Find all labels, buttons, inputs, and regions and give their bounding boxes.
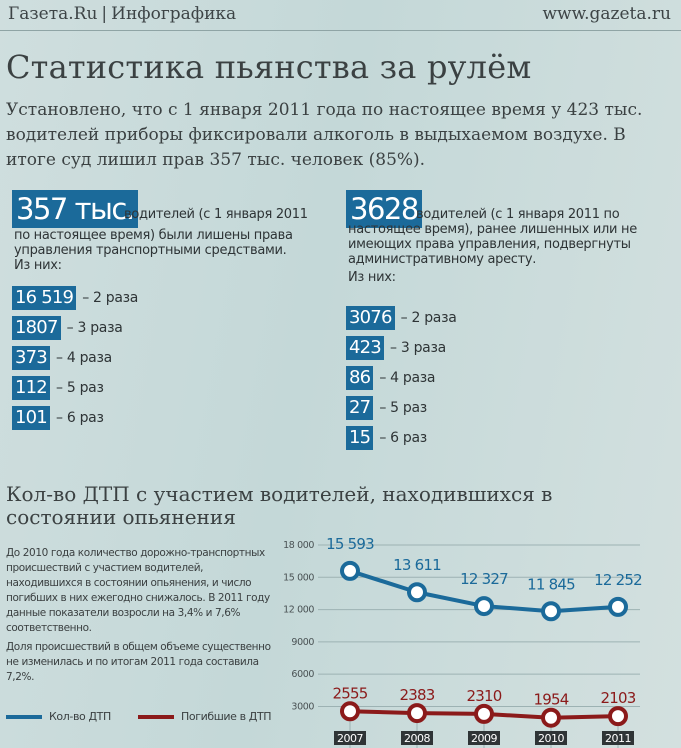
left-item: 112 – 5 раз	[12, 376, 104, 400]
left-item-label: – 6 раз	[55, 410, 104, 426]
x-tick-label: 2010	[538, 732, 564, 745]
data-label: 12 327	[460, 570, 508, 588]
data-point	[474, 596, 494, 617]
intro-text: Установлено, что с 1 января 2011 года по…	[6, 100, 643, 170]
x-tick-box	[602, 731, 634, 745]
left-item-label: – 2 раза	[82, 290, 139, 306]
data-point	[541, 707, 561, 728]
right-item: 3076 – 2 раза	[346, 306, 457, 330]
left-item-label: – 3 раза	[66, 320, 123, 336]
data-point	[340, 560, 360, 581]
legend-label-accidents: Кол-во ДТП	[49, 710, 111, 723]
right-item-label: – 2 раза	[400, 310, 457, 326]
data-label: 2383	[400, 686, 435, 704]
left-item: 101 – 6 раз	[12, 406, 104, 430]
chart-note-1: До 2010 года количество дорожно-транспор…	[6, 547, 270, 634]
left-item-label: – 5 раз	[55, 380, 104, 396]
right-big-value: 3628	[346, 190, 422, 228]
right-item-label: – 6 раз	[379, 430, 427, 446]
right-desc-line-2: настоящее время), ранее лишенных или не	[348, 222, 637, 237]
data-point	[541, 601, 561, 622]
y-tick-label: 9000	[291, 637, 314, 648]
right-item-label: – 4 раза	[379, 370, 436, 386]
right-item: 27 – 5 раз	[346, 396, 427, 420]
right-item: 86 – 4 раза	[346, 366, 436, 390]
left-item-value: 373	[12, 346, 50, 370]
right-item-value: 423	[346, 336, 384, 360]
data-label: 11 845	[527, 575, 575, 593]
left-item-value: 101	[12, 406, 50, 430]
data-point	[474, 703, 494, 724]
left-big-number: 357 тыс.	[12, 190, 138, 228]
legend-item-deaths: Погибшие в ДТП	[138, 710, 272, 723]
page-title: Статистика пьянства за рулём	[6, 48, 532, 86]
right-desc-line-4: административному аресту.	[348, 252, 537, 267]
legend-label-deaths: Погибшие в ДТП	[181, 710, 272, 723]
left-desc-line-1: водителей (с 1 января 2011	[124, 207, 308, 222]
header-divider	[0, 30, 681, 31]
data-label: 13 611	[393, 556, 441, 574]
right-desc: настоящее время), ранее лишенных или не …	[348, 222, 668, 285]
y-tick-label: 12 000	[283, 605, 314, 616]
data-point	[608, 596, 628, 617]
data-label: 2555	[333, 684, 368, 702]
x-tick-label: 2009	[471, 732, 497, 745]
left-of-them: Из них:	[14, 258, 62, 273]
y-tick-label: 18 000	[283, 540, 314, 551]
left-item-label: – 4 раза	[55, 350, 112, 366]
x-tick-box	[401, 731, 433, 745]
data-label: 15 593	[326, 535, 374, 553]
x-tick-label: 2011	[605, 732, 631, 745]
right-item-label: – 5 раз	[379, 400, 427, 416]
left-desc-line-3: управления транспортными средствами.	[14, 243, 287, 258]
brand-name: Газета.Ru	[8, 4, 98, 24]
left-item-value: 16 519	[12, 286, 77, 310]
x-tick-box	[334, 731, 366, 745]
data-point	[340, 701, 360, 722]
left-desc: по настоящее время) были лишены права уп…	[14, 228, 314, 273]
left-item: 1807 – 3 раза	[12, 316, 123, 340]
right-item-value: 86	[346, 366, 374, 390]
x-tick-label: 2008	[404, 732, 430, 745]
brand-section: Инфографика	[111, 4, 237, 24]
data-point	[407, 582, 427, 603]
right-item-value: 15	[346, 426, 374, 450]
x-tick-box	[535, 731, 567, 745]
legend-item-accidents: Кол-во ДТП	[6, 710, 111, 723]
site-url[interactable]: www.gazeta.ru	[542, 4, 671, 24]
y-tick-label: 3000	[291, 701, 314, 712]
left-item-value: 1807	[12, 316, 61, 340]
right-item-value: 3076	[346, 306, 395, 330]
data-point	[407, 703, 427, 724]
x-tick-label: 2007	[337, 732, 363, 745]
right-desc-line-3: имеющих права управления, подвергнуты	[348, 237, 631, 252]
left-item: 16 519 – 2 раза	[12, 286, 138, 310]
chart-note-2: Доля происшествий в общем объеме существ…	[6, 641, 271, 683]
data-label: 2310	[467, 687, 502, 705]
legend-swatch-deaths	[138, 714, 174, 719]
right-item: 423 – 3 раза	[346, 336, 446, 360]
legend-swatch-accidents	[6, 714, 42, 719]
data-label: 2103	[601, 689, 636, 707]
brand: Газета.Ru | Инфографика	[8, 4, 237, 24]
right-big-number: 3628	[346, 190, 422, 228]
y-tick-label: 6000	[291, 669, 314, 680]
x-tick-box	[468, 731, 500, 745]
right-item-label: – 3 раза	[389, 340, 446, 356]
y-tick-label: 15 000	[283, 572, 314, 583]
right-item: 15 – 6 раз	[346, 426, 427, 450]
left-desc-line-2: по настоящее время) были лишены права	[14, 228, 293, 243]
right-of-them: Из них:	[348, 270, 396, 285]
data-point	[608, 706, 628, 727]
chart-section-title: Кол-во ДТП с участием водителей, находив…	[6, 482, 553, 529]
left-item: 373 – 4 раза	[12, 346, 112, 370]
left-big-value: 357 тыс.	[12, 190, 138, 228]
data-label: 1954	[534, 691, 569, 709]
right-item-value: 27	[346, 396, 374, 420]
left-item-value: 112	[12, 376, 50, 400]
data-label: 12 252	[594, 571, 642, 589]
right-desc-line-1: водителей (с 1 января 2011 по	[416, 207, 620, 222]
